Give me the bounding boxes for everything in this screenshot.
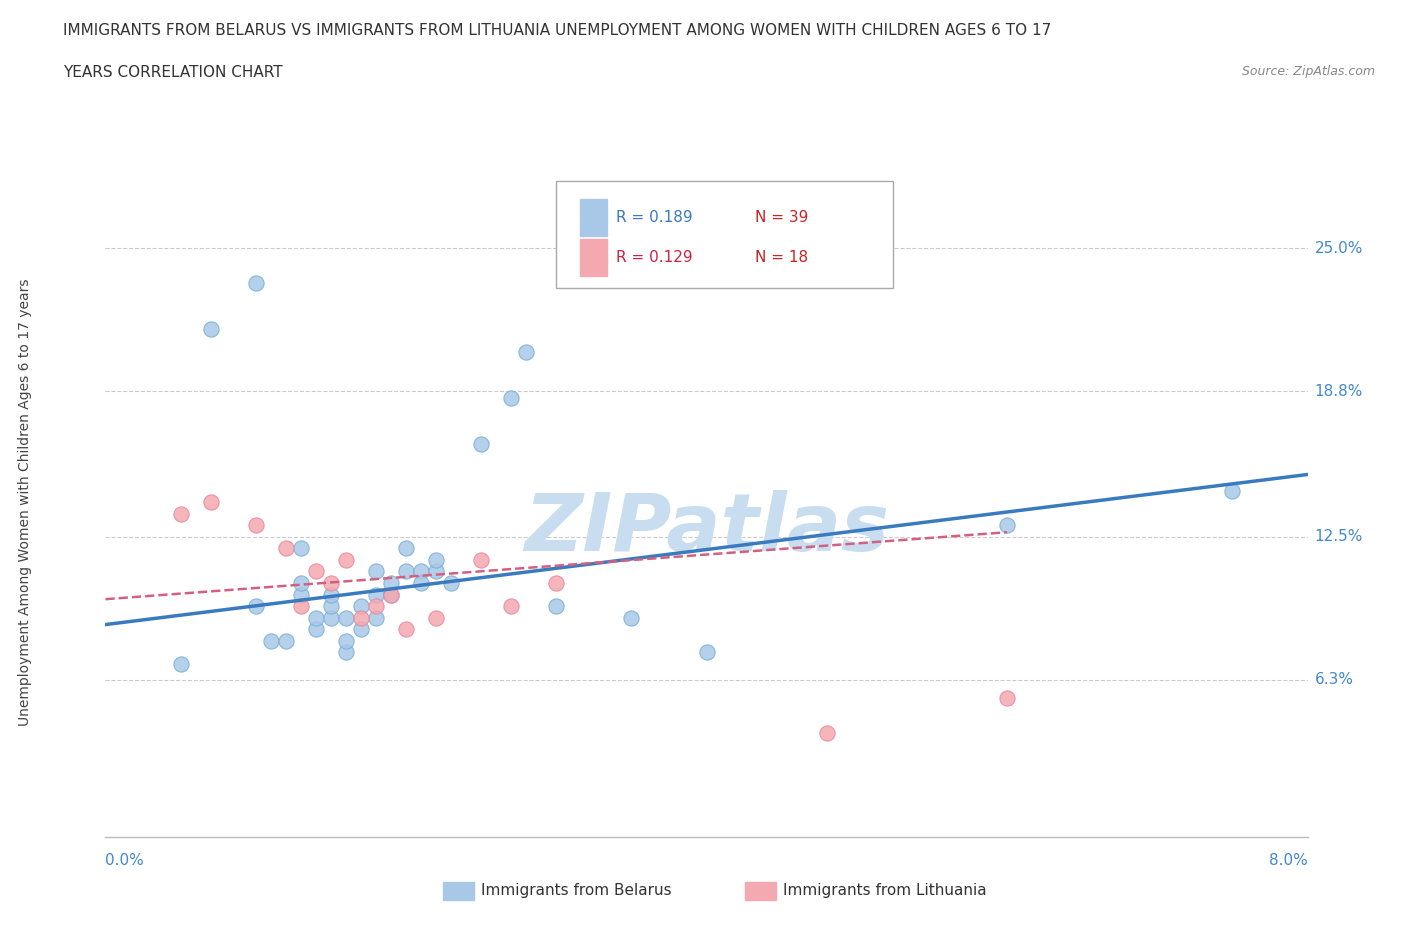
Point — [440, 576, 463, 591]
Point — [350, 599, 373, 614]
Point — [1222, 484, 1244, 498]
Point — [319, 587, 342, 602]
Text: 18.8%: 18.8% — [1315, 384, 1362, 399]
Point — [274, 541, 297, 556]
Text: N = 18: N = 18 — [755, 250, 807, 265]
Point — [409, 564, 432, 578]
Point — [335, 644, 357, 659]
Point — [290, 599, 312, 614]
Point — [245, 599, 267, 614]
Point — [245, 275, 267, 290]
Point — [200, 495, 222, 510]
Point — [335, 610, 357, 625]
Point — [305, 622, 328, 637]
Text: Source: ZipAtlas.com: Source: ZipAtlas.com — [1241, 65, 1375, 78]
Text: 8.0%: 8.0% — [1268, 853, 1308, 868]
Point — [260, 633, 283, 648]
Point — [409, 576, 432, 591]
Point — [319, 610, 342, 625]
Point — [380, 587, 402, 602]
Point — [364, 564, 387, 578]
Point — [380, 587, 402, 602]
Point — [290, 541, 312, 556]
Text: R = 0.189: R = 0.189 — [616, 210, 693, 225]
Point — [319, 599, 342, 614]
Point — [395, 564, 418, 578]
Point — [620, 610, 643, 625]
Point — [425, 552, 447, 567]
Point — [305, 610, 328, 625]
Text: 12.5%: 12.5% — [1315, 529, 1362, 544]
Point — [364, 587, 387, 602]
Point — [274, 633, 297, 648]
Point — [470, 437, 492, 452]
Text: R = 0.129: R = 0.129 — [616, 250, 693, 265]
Point — [995, 691, 1018, 706]
Point — [290, 576, 312, 591]
Point — [290, 587, 312, 602]
Point — [501, 599, 523, 614]
Point — [501, 391, 523, 405]
Point — [546, 599, 568, 614]
Point — [395, 541, 418, 556]
Point — [696, 644, 718, 659]
Text: Immigrants from Lithuania: Immigrants from Lithuania — [783, 884, 987, 898]
Point — [319, 576, 342, 591]
Point — [995, 518, 1018, 533]
Point — [169, 657, 191, 671]
Text: IMMIGRANTS FROM BELARUS VS IMMIGRANTS FROM LITHUANIA UNEMPLOYMENT AMONG WOMEN WI: IMMIGRANTS FROM BELARUS VS IMMIGRANTS FR… — [63, 23, 1052, 38]
Point — [470, 552, 492, 567]
Point — [350, 610, 373, 625]
Text: N = 39: N = 39 — [755, 210, 808, 225]
Point — [515, 345, 537, 360]
Point — [425, 564, 447, 578]
Text: 25.0%: 25.0% — [1315, 241, 1362, 256]
Point — [380, 576, 402, 591]
Text: Unemployment Among Women with Children Ages 6 to 17 years: Unemployment Among Women with Children A… — [18, 278, 32, 726]
Point — [245, 518, 267, 533]
Text: ZIPatlas: ZIPatlas — [524, 490, 889, 568]
Point — [425, 610, 447, 625]
Text: YEARS CORRELATION CHART: YEARS CORRELATION CHART — [63, 65, 283, 80]
Point — [169, 506, 191, 521]
Point — [350, 622, 373, 637]
Point — [335, 633, 357, 648]
Point — [546, 576, 568, 591]
Point — [364, 599, 387, 614]
Text: 6.3%: 6.3% — [1315, 672, 1354, 687]
Text: 0.0%: 0.0% — [105, 853, 145, 868]
Point — [395, 622, 418, 637]
Point — [335, 552, 357, 567]
Point — [815, 725, 838, 740]
Point — [305, 564, 328, 578]
Point — [200, 322, 222, 337]
Bar — [581, 199, 607, 236]
FancyBboxPatch shape — [557, 180, 893, 288]
Point — [364, 610, 387, 625]
Bar — [581, 239, 607, 276]
Text: Immigrants from Belarus: Immigrants from Belarus — [481, 884, 672, 898]
